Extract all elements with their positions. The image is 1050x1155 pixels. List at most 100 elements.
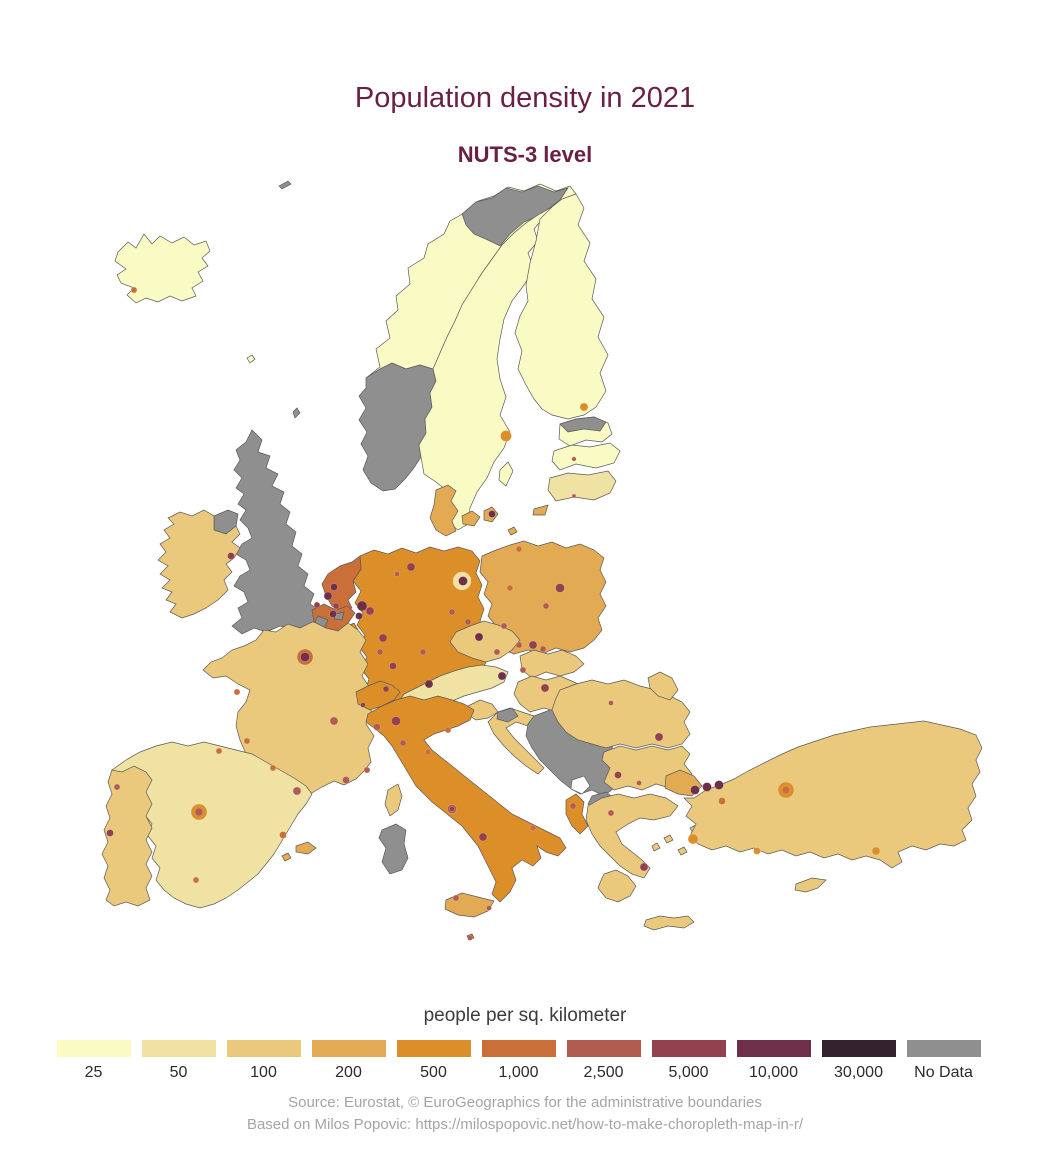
density-hotspot [342,776,350,784]
legend-swatch [651,1040,726,1057]
density-hotspot [488,510,496,518]
density-hotspot [539,645,547,653]
legend-swatch [56,1040,131,1057]
density-hotspot [389,662,397,670]
density-hotspot [233,688,241,696]
density-hotspot [515,641,523,649]
legend-label: 200 [335,1064,362,1081]
density-hotspot [571,493,577,499]
region-border [114,233,211,304]
density-hotspot [528,640,538,650]
density-hotspot [332,602,340,610]
density-hotspot [702,782,712,792]
page-title: Population density in 2021 [354,82,696,114]
density-hotspot [356,600,368,612]
density-hotspot [424,748,432,756]
legend-swatch [396,1040,471,1057]
density-hotspot [639,862,649,872]
density-hotspot [300,652,310,662]
density-hotspot [542,602,550,610]
region-border [585,793,679,879]
legend-swatch [141,1040,216,1057]
legend-item: 5,000 [646,1040,731,1082]
density-hotspot [406,562,416,572]
legend: 25 50 100 200 500 1,000 2,500 5,000 10,000 30,000… [51,1040,986,1082]
region-border [444,892,495,918]
density-hotspot [478,832,488,842]
density-hotspot [718,797,726,805]
legend-label: 50 [169,1064,188,1081]
density-hotspot [519,666,527,674]
legend-label: 25 [84,1064,103,1081]
density-hotspot [424,679,434,689]
density-hotspot [579,402,589,412]
density-hotspot [227,552,235,560]
region-border [498,461,514,487]
density-hotspot [360,702,366,708]
density-hotspot [449,806,455,812]
legend-item: 50 [136,1040,221,1082]
density-hotspot [608,700,614,706]
region-border [643,915,695,931]
density-hotspot [313,601,321,609]
density-hotspot [464,618,472,626]
density-hotspot [106,829,114,837]
region-border [384,783,403,817]
region-border [551,442,621,471]
density-hotspot [493,648,501,656]
density-hotspot [529,824,537,832]
legend-swatch [906,1040,981,1057]
legend-item: 10,000 [731,1040,816,1082]
legend-swatch [311,1040,386,1057]
density-hotspot [279,831,287,839]
map-regions [101,180,983,941]
density-hotspot [419,648,427,656]
density-hotspot [382,685,390,693]
legend-item: 30,000 [816,1040,901,1082]
density-hotspot [269,764,277,772]
source-line-2: Based on Milos Popovic: https://milospop… [246,1116,804,1133]
density-hotspot [376,648,384,656]
legend-label: 100 [250,1064,277,1081]
density-hotspot [373,723,381,731]
density-hotspot [292,786,302,796]
density-hotspot [215,747,223,755]
region-border [231,429,321,635]
region-border [519,649,585,679]
legend-swatch [821,1040,896,1057]
legend-item: 1,000 [476,1040,561,1082]
region-border [565,793,589,835]
region-border [378,823,409,875]
density-hotspot [690,785,700,795]
region-border [429,484,459,537]
density-hotspot [394,571,400,577]
density-hotspot [569,802,577,810]
density-hotspot [330,583,338,591]
region-border [246,354,256,364]
density-hotspot [192,876,200,884]
legend-label: 30,000 [834,1064,883,1081]
region-border [597,869,637,903]
region-border [292,407,301,419]
region-border [683,720,983,869]
density-hotspot [515,545,523,553]
region-border [794,877,827,893]
density-hotspot [540,683,550,693]
region-border [278,180,292,190]
region-border [532,504,549,516]
density-hotspot [365,606,375,616]
density-hotspot [448,608,456,616]
legend-label: 10,000 [749,1064,798,1081]
density-hotspot [391,716,401,726]
density-hotspot [614,771,622,779]
density-hotspot [399,739,407,747]
density-hotspot [607,809,615,817]
density-hotspots-layer [106,286,881,941]
legend-label: 2,500 [583,1064,624,1081]
density-hotspot [194,807,204,817]
legend-swatch [226,1040,301,1057]
legend-item: 100 [221,1040,306,1082]
density-hotspot [329,610,337,618]
